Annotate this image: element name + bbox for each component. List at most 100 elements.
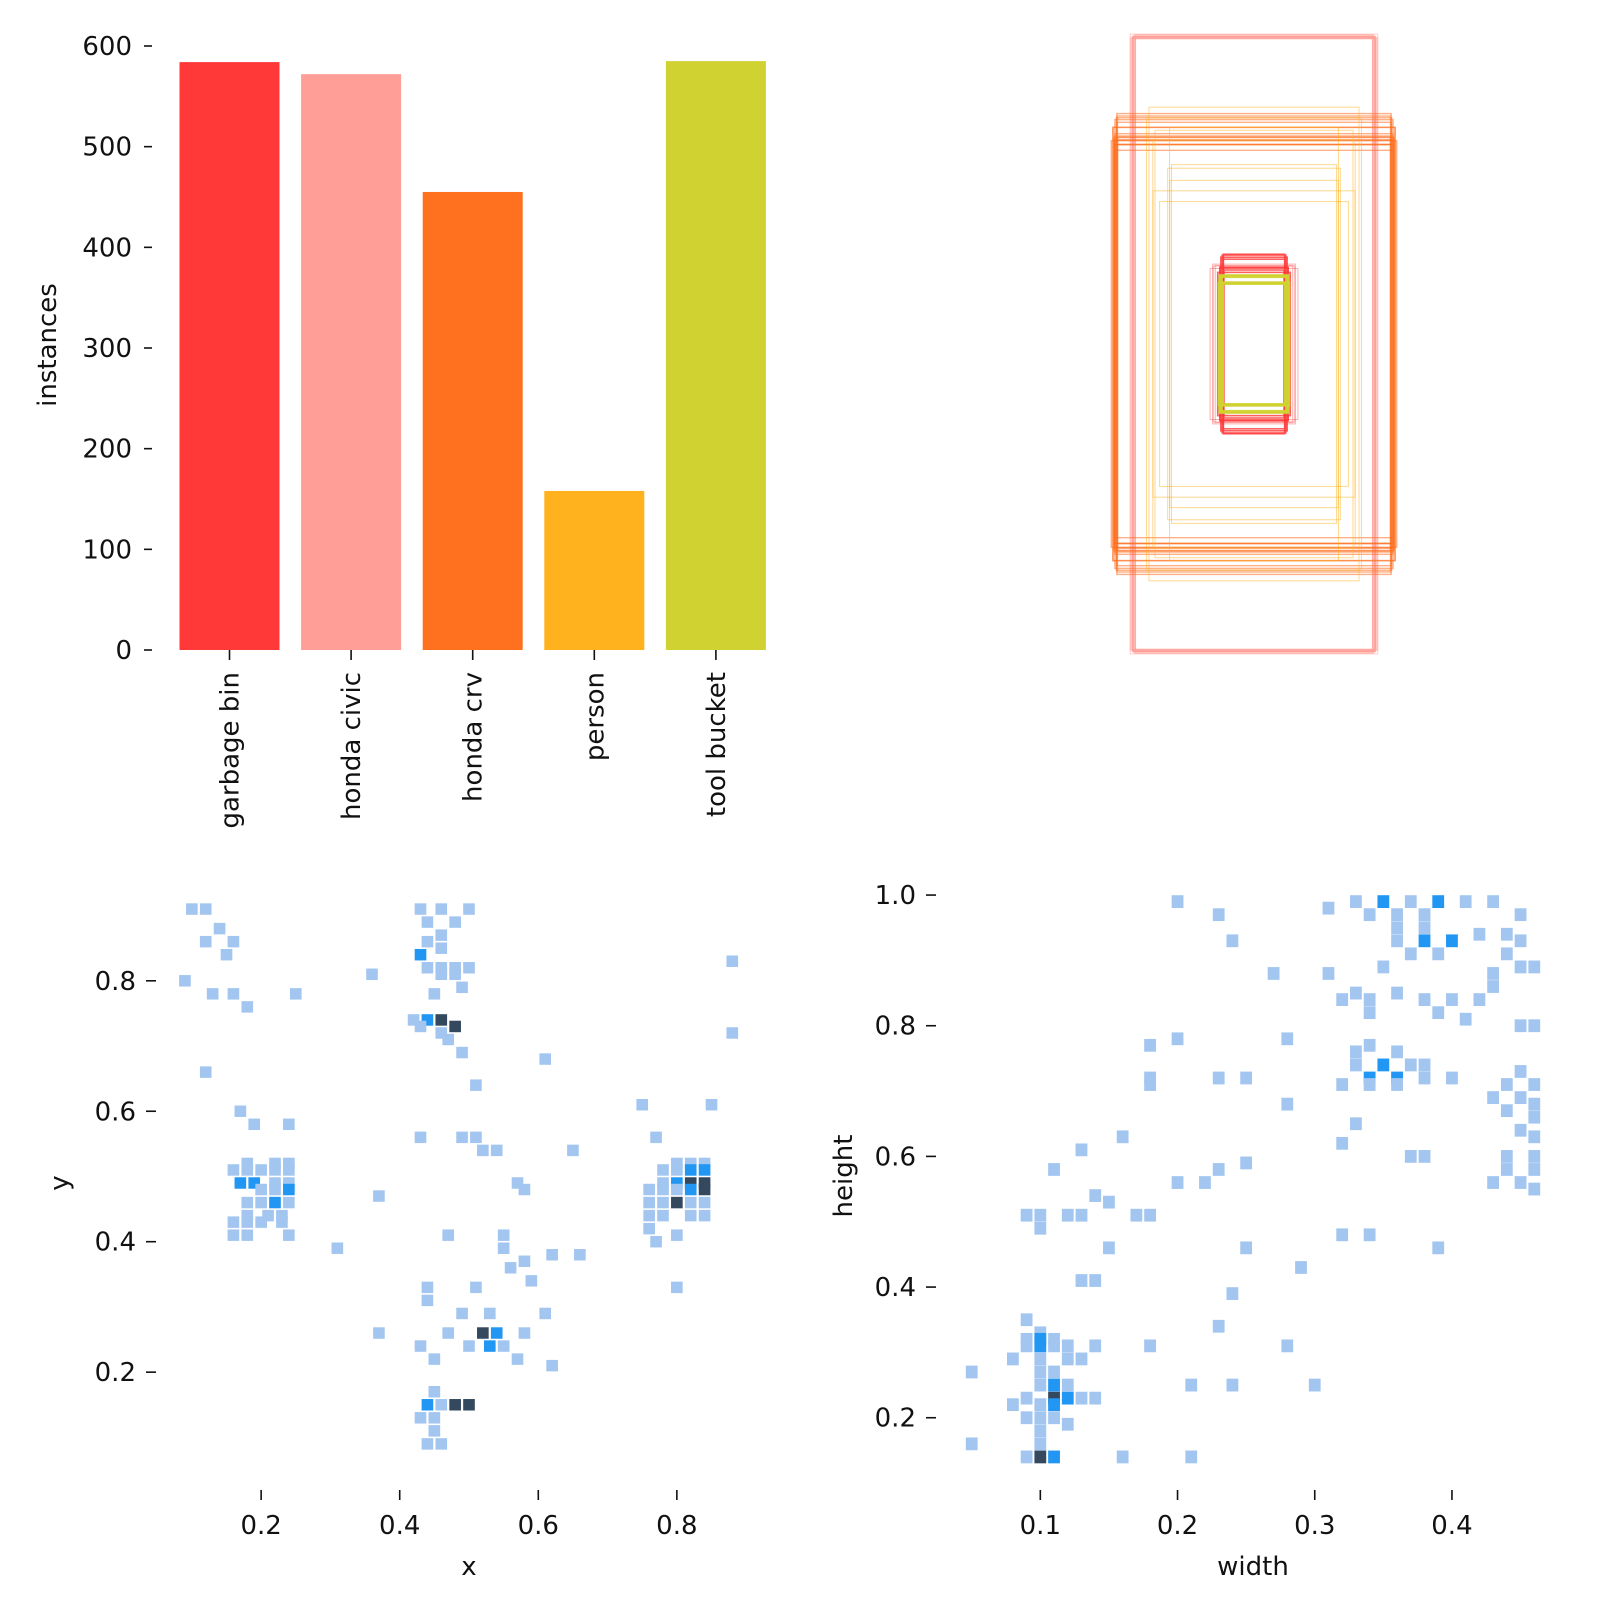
heatmap-cell bbox=[1089, 1391, 1102, 1405]
bbox-rect bbox=[1169, 179, 1339, 509]
heatmap-cell bbox=[435, 1014, 448, 1026]
x-tick-label: honda civic bbox=[337, 672, 367, 820]
bar bbox=[665, 61, 766, 651]
xy-heatmap-panel: 0.2 0.4 0.6 0.8 0.2 0.4 0.6 0.8 x y bbox=[45, 903, 739, 1582]
heatmap-cell bbox=[1391, 921, 1403, 935]
heatmap-cell bbox=[698, 1196, 711, 1209]
heatmap-cell bbox=[671, 1177, 683, 1189]
heatmap-cell bbox=[456, 981, 468, 994]
bbox-rect bbox=[1219, 274, 1289, 414]
heatmap-cell bbox=[684, 1183, 697, 1196]
heatmap-cell bbox=[1528, 1019, 1541, 1033]
heatmap-cell bbox=[698, 1164, 711, 1176]
heatmap-cell bbox=[463, 903, 475, 915]
heatmap-cell bbox=[1322, 967, 1335, 980]
heatmap-cell bbox=[1144, 1038, 1156, 1052]
bbox-rect bbox=[1209, 267, 1299, 421]
heatmap-cell bbox=[671, 1164, 683, 1176]
heatmap-cell bbox=[1020, 1208, 1033, 1222]
bbox-rect bbox=[1218, 274, 1290, 414]
heatmap-cell bbox=[497, 1340, 510, 1352]
heatmap-cell bbox=[1528, 1150, 1541, 1163]
heatmap-cell bbox=[1514, 960, 1527, 974]
heatmap-cell bbox=[511, 1177, 524, 1189]
bbox-rect bbox=[1154, 129, 1354, 559]
heatmap-cell bbox=[283, 1229, 295, 1241]
heatmap-cell bbox=[1336, 1136, 1349, 1150]
heatmap-cell bbox=[227, 935, 240, 948]
heatmap-cell bbox=[1075, 1352, 1088, 1366]
heatmap-cell bbox=[227, 988, 240, 1000]
heatmap-cell bbox=[1528, 1078, 1541, 1091]
heatmap-cell bbox=[269, 1183, 281, 1196]
heatmap-cell bbox=[331, 1242, 344, 1254]
y-tick-label: 100 bbox=[82, 535, 132, 565]
bbox-rect bbox=[1222, 253, 1286, 435]
bar-chart-panel: 0 100 200 300 400 500 600 instances garbage bin h… bbox=[33, 32, 766, 829]
bar bbox=[422, 191, 523, 650]
heatmap-cell bbox=[684, 1177, 697, 1189]
heatmap-cell bbox=[511, 1353, 524, 1365]
heatmap-cell bbox=[428, 1425, 441, 1437]
heatmap-cell bbox=[241, 1209, 254, 1222]
heatmap-cell bbox=[684, 1164, 697, 1176]
heatmap-cell bbox=[470, 1131, 482, 1144]
heatmap-cell bbox=[435, 1438, 448, 1450]
heatmap-cell bbox=[1226, 934, 1239, 948]
heatmap-cell bbox=[1487, 980, 1500, 993]
heatmap-cell bbox=[1404, 1150, 1417, 1163]
bbox-rect bbox=[1219, 267, 1289, 421]
heatmap-cell bbox=[1089, 1339, 1102, 1353]
bbox-rect bbox=[1219, 266, 1289, 422]
y-tick-label: 300 bbox=[82, 334, 132, 364]
heatmap-cell bbox=[1212, 1071, 1225, 1085]
bbox-rect bbox=[1214, 264, 1294, 424]
heatmap-cell bbox=[414, 1340, 427, 1352]
heatmap-cell bbox=[483, 1307, 496, 1320]
heatmap-cell bbox=[1500, 1163, 1513, 1176]
heatmap-cell bbox=[1363, 908, 1376, 922]
heatmap-cell bbox=[241, 1229, 254, 1241]
heatmap-cell bbox=[1487, 1176, 1500, 1189]
heatmap-cell bbox=[1144, 1339, 1156, 1353]
heatmap-cell bbox=[1226, 1287, 1239, 1300]
heatmap-cell bbox=[1048, 1332, 1060, 1346]
bbox-rect bbox=[1148, 106, 1360, 582]
bbox-rect bbox=[1134, 36, 1374, 652]
heatmap-cell bbox=[1034, 1378, 1047, 1392]
heatmap-cell bbox=[283, 1196, 295, 1209]
bar bbox=[301, 74, 402, 651]
heatmap-cell bbox=[276, 1216, 288, 1228]
heatmap-cell bbox=[227, 1229, 240, 1241]
heatmap-cell bbox=[1103, 1241, 1115, 1255]
bbox-rect bbox=[1116, 136, 1392, 552]
heatmap-cell bbox=[1418, 908, 1431, 922]
heatmap-cell bbox=[435, 962, 448, 974]
bbox-rect bbox=[1152, 190, 1356, 498]
heatmap-cell bbox=[463, 1399, 475, 1411]
heatmap-cell bbox=[1473, 927, 1486, 941]
heatmap-cell bbox=[1212, 1319, 1225, 1333]
heatmap-cell bbox=[657, 1177, 669, 1189]
bbox-rect bbox=[1167, 167, 1341, 521]
heatmap-cell bbox=[1075, 1208, 1088, 1222]
heatmap-cell bbox=[421, 1281, 434, 1294]
heatmap-cell bbox=[1432, 1006, 1445, 1020]
heatmap-cell bbox=[1391, 1045, 1403, 1059]
heatmap-cell bbox=[1116, 1450, 1129, 1464]
heatmap-cell bbox=[1363, 1071, 1376, 1085]
heatmap-cell bbox=[650, 1131, 662, 1144]
heatmap-cell bbox=[1061, 1378, 1074, 1392]
heatmap-cell bbox=[1295, 1261, 1307, 1274]
heatmap-cell bbox=[1061, 1339, 1074, 1353]
heatmap-cell bbox=[1432, 1241, 1445, 1255]
heatmap-cell bbox=[414, 948, 427, 961]
heatmap-cell bbox=[255, 1196, 267, 1209]
heatmap-cell bbox=[241, 1164, 254, 1176]
heatmap-cell bbox=[269, 1196, 281, 1209]
heatmap-cell bbox=[546, 1359, 558, 1372]
heatmap-cell bbox=[435, 968, 448, 981]
heatmap-cell bbox=[671, 1183, 683, 1196]
bar bbox=[544, 490, 645, 650]
heatmap-cell bbox=[1006, 1352, 1019, 1366]
